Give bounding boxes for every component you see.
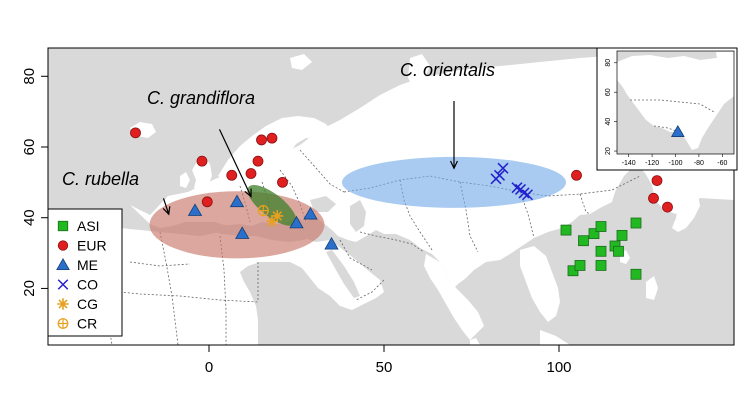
y-tick-label: 80	[21, 68, 38, 85]
legend-entry-co: CO	[57, 277, 98, 293]
point-asi-5	[595, 221, 607, 232]
legend-label-asi: ASI	[77, 218, 100, 234]
point-asi-6	[595, 245, 607, 257]
point-eur-1	[196, 155, 208, 167]
legend-label-eur: EUR	[77, 238, 107, 254]
point-co-3	[511, 182, 523, 194]
legend-entry-cg: CG	[57, 296, 98, 312]
point-eur-6	[256, 134, 267, 146]
point-eur-3	[226, 169, 238, 181]
x-tick-label: 0	[205, 359, 213, 376]
label-c-orientalis: C. orientalis	[400, 60, 495, 80]
inset-y-tick-label: 60	[605, 88, 612, 96]
legend-label-me: ME	[77, 257, 98, 273]
annotation-arrow-1	[218, 129, 252, 198]
inset-y-tick-label: 20	[605, 147, 612, 155]
inset-x-tick-label: -140	[622, 160, 636, 167]
legend-marker-co	[57, 279, 69, 290]
legend-marker-me	[56, 258, 70, 271]
plot-frame	[47, 47, 735, 346]
point-eur-10	[648, 192, 659, 204]
y-tick-label: 60	[21, 139, 38, 156]
point-asi-10	[616, 229, 628, 241]
point-eur-4	[245, 168, 257, 179]
point-me-4	[303, 206, 318, 220]
y-tick-label: 40	[21, 209, 38, 226]
legend-label-cr: CR	[77, 316, 97, 332]
x-tick-label: 100	[546, 359, 571, 376]
label-c-rubella: C. rubella	[62, 169, 139, 189]
point-eur-5	[252, 155, 264, 167]
annotation-arrow-2	[449, 101, 459, 170]
point-co-2	[497, 162, 509, 174]
point-asi-4	[588, 228, 600, 240]
inset-map: -140 -120 -100 -80 -60 20 40 60 80	[596, 47, 738, 171]
point-eur-0	[130, 127, 141, 139]
legend-marker-cr	[57, 318, 69, 329]
legend-entry-asi: ASI	[57, 218, 100, 234]
point-me-5	[324, 236, 339, 250]
point-me-2	[235, 226, 250, 239]
point-me-0	[187, 203, 203, 216]
legend-label-cg: CG	[77, 296, 98, 312]
legend-entries: ASI EUR ME CO CG CR	[56, 218, 107, 332]
point-co-5	[518, 187, 530, 199]
legend-label-co: CO	[77, 277, 98, 293]
point-asi-11	[630, 217, 642, 229]
point-co-6	[521, 189, 534, 201]
inset-x-tick-label: -100	[668, 160, 682, 167]
inset-x-tick-label: -120	[645, 160, 659, 167]
inset-x-tick-label: -80	[694, 160, 704, 167]
annotation-arrows	[162, 101, 459, 216]
point-eur-9	[571, 169, 582, 181]
point-eur-7	[266, 132, 278, 144]
legend-marker-asi	[57, 220, 69, 232]
legend-entry-cr: CR	[57, 316, 97, 332]
region-c-grandiflora	[247, 184, 297, 226]
point-asi-3	[574, 260, 586, 271]
legend-entry-me: ME	[56, 257, 98, 273]
annotation-arrow-0	[162, 198, 171, 216]
point-asi-7	[595, 260, 607, 271]
inset-greenland	[716, 52, 734, 80]
point-cg-0	[266, 215, 278, 228]
inset-point-0	[670, 124, 685, 137]
point-eur-11	[651, 175, 663, 186]
inset-y-tick-label: 40	[605, 118, 612, 126]
point-eur-2	[201, 196, 213, 208]
legend-entry-eur: EUR	[57, 238, 107, 254]
x-tick-label: 50	[376, 359, 393, 376]
inset-north-america	[617, 55, 734, 150]
point-eur-8	[277, 176, 288, 188]
legend-marker-cg	[57, 298, 69, 310]
point-asi-9	[613, 245, 624, 257]
point-cr-0	[257, 204, 269, 217]
point-me-3	[289, 215, 304, 229]
point-co-1	[493, 169, 506, 181]
axes: 0 50 100 20 40 60 80	[21, 68, 572, 376]
point-cg-1	[271, 209, 284, 222]
point-eur-12	[662, 201, 673, 213]
point-asi-2	[578, 235, 589, 247]
point-asi-12	[630, 268, 642, 280]
inset-y-tick-label: 80	[605, 59, 612, 67]
y-tick-label: 20	[21, 280, 38, 297]
point-asi-0	[560, 224, 572, 236]
legend-marker-eur	[57, 240, 69, 251]
sample-points	[130, 127, 673, 280]
inset-x-tick-label: -60	[717, 160, 727, 167]
point-me-1	[229, 194, 245, 208]
region-c-orientalis	[342, 156, 566, 208]
inset-points	[670, 124, 685, 137]
legend: ASI EUR ME CO CG CR	[47, 208, 123, 337]
label-c-grandiflora: C. grandiflora	[147, 88, 255, 108]
inset-axes: -140 -120 -100 -80 -60 20 40 60 80	[605, 59, 727, 167]
